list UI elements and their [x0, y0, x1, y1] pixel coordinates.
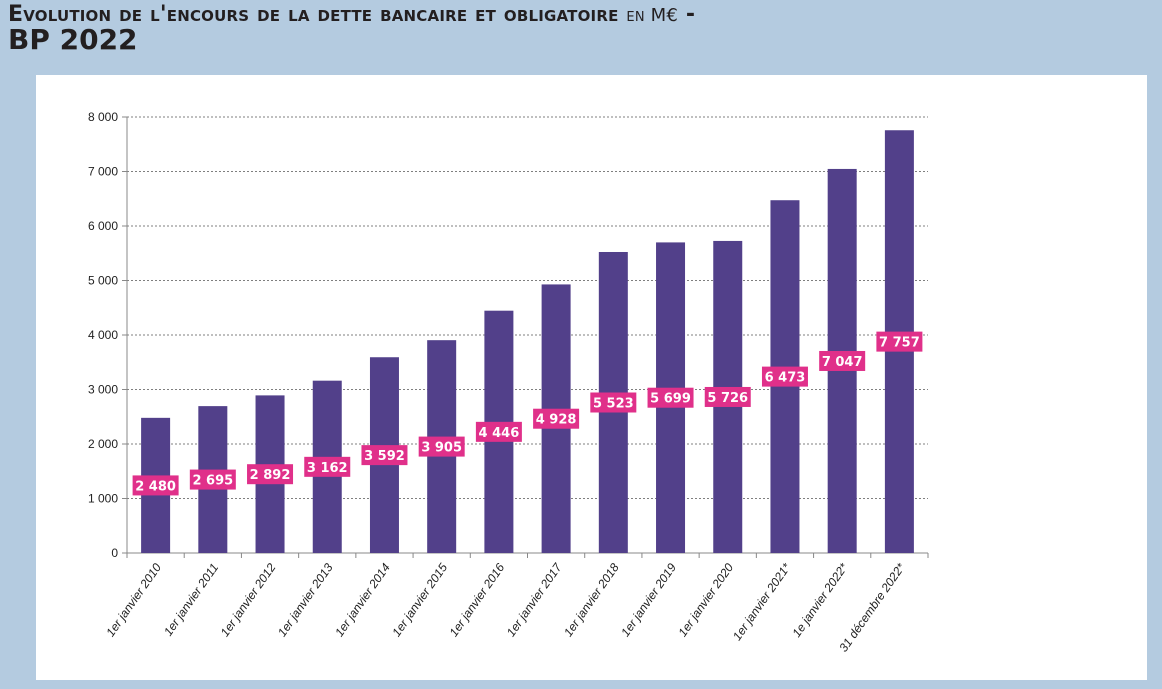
chart-panel — [36, 75, 1147, 680]
x-tick-label: 1er janvier 2017 — [504, 560, 566, 640]
x-tick-label: 1er janvier 2019 — [618, 560, 679, 639]
data-label-bg — [647, 387, 694, 408]
data-label: 4 446 — [479, 426, 520, 441]
title-unit: en M€ — [626, 5, 679, 26]
data-label-bg — [304, 456, 351, 477]
data-label-bg — [761, 366, 808, 387]
data-label: 5 699 — [650, 392, 691, 407]
x-tick-label: 1er janvier 2016 — [447, 560, 508, 639]
y-tick-label: 5 000 — [88, 274, 118, 288]
y-tick-label: 2 000 — [88, 437, 118, 451]
data-label: 6 473 — [765, 371, 806, 386]
y-tick-label: 6 000 — [88, 219, 118, 233]
title-dash: - — [678, 2, 696, 27]
x-tick-label: 1er janvier 2021* — [730, 560, 794, 643]
data-label: 3 592 — [364, 449, 405, 464]
data-label: 3 905 — [421, 441, 462, 456]
data-label: 4 928 — [536, 413, 577, 428]
y-tick-label: 8 000 — [88, 110, 118, 124]
x-tick-label: 31 décembre 2022* — [836, 560, 908, 654]
data-label: 2 695 — [192, 474, 233, 489]
chart-title: Evolution de l'encours de la dette banca… — [8, 2, 696, 56]
data-label-bg — [876, 331, 923, 352]
data-label-bg — [418, 436, 465, 457]
data-label-bg — [704, 386, 751, 407]
y-tick-label: 1 000 — [88, 492, 118, 506]
data-label: 2 480 — [135, 479, 176, 494]
data-label-bg — [590, 392, 637, 413]
data-label-bg — [361, 445, 408, 466]
x-tick-label: 1er janvier 2013 — [275, 560, 336, 639]
x-tick-label: 1er janvier 2014 — [332, 560, 393, 639]
x-tick-label: 1e janvier 2022* — [789, 560, 850, 639]
data-label-bg — [533, 408, 580, 429]
data-label-bg — [475, 421, 522, 442]
x-tick-label: 1er janvier 2020 — [675, 560, 736, 639]
data-label-bg — [132, 475, 179, 496]
data-label: 3 162 — [307, 461, 348, 476]
data-label-bg — [819, 350, 866, 371]
x-tick-label: 1er janvier 2018 — [561, 560, 622, 639]
title-line2: BP 2022 — [8, 23, 138, 56]
data-label: 7 047 — [822, 355, 863, 370]
data-label: 2 892 — [250, 468, 291, 483]
x-tick-label: 1er janvier 2015 — [389, 560, 450, 639]
x-tick-label: 1er janvier 2010 — [103, 560, 164, 639]
data-label: 5 523 — [593, 396, 634, 411]
x-tick-label: 1er janvier 2011 — [161, 561, 221, 639]
data-label-bg — [189, 469, 236, 490]
data-label: 7 757 — [879, 336, 920, 351]
y-tick-label: 0 — [111, 546, 118, 560]
y-tick-label: 7 000 — [88, 165, 118, 179]
x-tick-label: 1er janvier 2012 — [218, 560, 279, 639]
data-label: 5 726 — [707, 391, 748, 406]
y-tick-label: 4 000 — [88, 328, 118, 342]
y-tick-label: 3 000 — [88, 383, 118, 397]
data-label-bg — [247, 464, 294, 485]
title-line1: Evolution de l'encours de la dette banca… — [8, 2, 619, 27]
